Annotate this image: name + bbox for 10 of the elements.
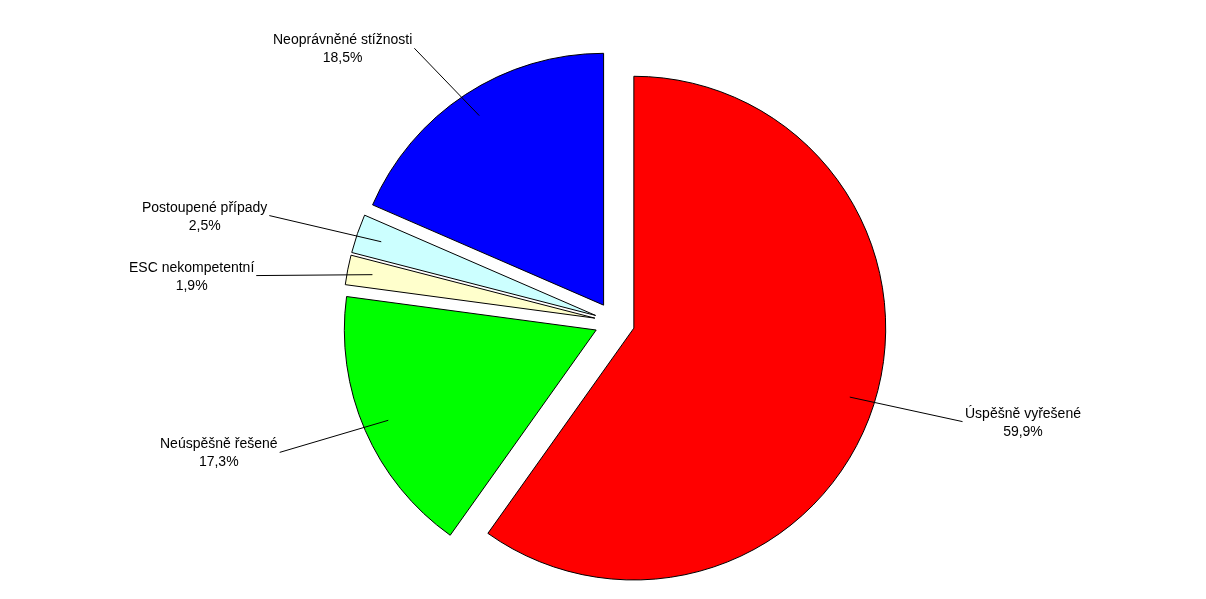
data-label: 2,5% bbox=[188, 217, 221, 234]
slice-label: Úspěšně vyřešené bbox=[965, 405, 1082, 421]
slice-label: ESC nekompetentní bbox=[129, 259, 255, 275]
data-label: 59,9% bbox=[1003, 423, 1043, 440]
slice-label: Postoupené případy bbox=[142, 199, 268, 215]
slice-label: Neúspěšně řešené bbox=[160, 435, 278, 451]
data-label: 1,9% bbox=[175, 277, 208, 294]
data-label: 18,5% bbox=[322, 49, 363, 66]
data-label: 17,3% bbox=[198, 453, 239, 470]
slice-label: Neoprávněné stížnosti bbox=[273, 31, 413, 47]
